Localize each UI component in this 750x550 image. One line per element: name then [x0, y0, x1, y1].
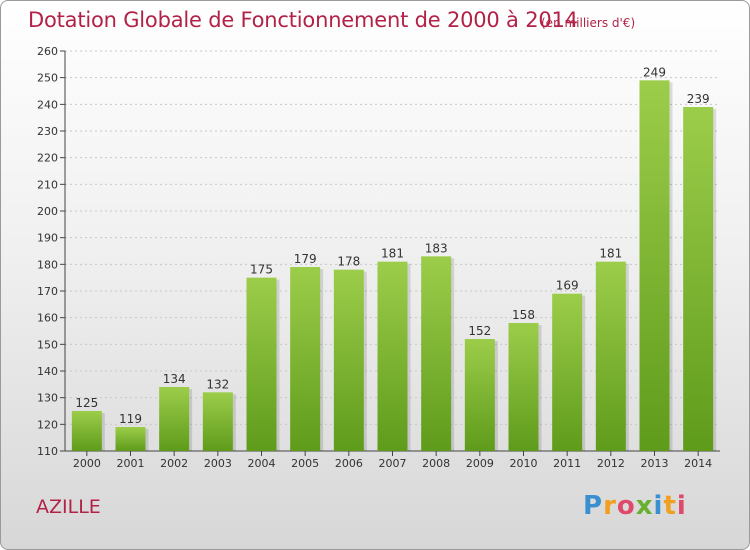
bar-value-label: 125: [75, 396, 98, 410]
x-tick-label: 2011: [553, 457, 581, 470]
chart-subtitle: (en milliers d'€): [541, 16, 636, 30]
x-tick-label: 2002: [160, 457, 188, 470]
y-tick-label: 190: [37, 232, 58, 245]
x-tick-label: 2003: [204, 457, 232, 470]
y-tick-label: 240: [37, 98, 58, 111]
x-tick-label: 2009: [466, 457, 494, 470]
chart-title: Dotation Globale de Fonctionnement de 20…: [28, 8, 578, 32]
y-tick-label: 220: [37, 152, 58, 165]
bar-value-label: 249: [643, 65, 666, 79]
bar-value-label: 152: [468, 324, 491, 338]
bar: [202, 392, 233, 451]
y-tick-label: 160: [37, 312, 58, 325]
x-tick-label: 2001: [117, 457, 145, 470]
x-tick-label: 2000: [73, 457, 101, 470]
bar-value-label: 132: [206, 377, 229, 391]
x-tick-label: 2006: [335, 457, 363, 470]
bar: [552, 293, 583, 451]
bar-value-label: 169: [556, 279, 579, 293]
bar: [290, 267, 321, 451]
bar-value-label: 119: [119, 412, 142, 426]
bar-value-label: 183: [425, 241, 448, 255]
bar: [115, 427, 146, 451]
logo-letter: P: [583, 491, 604, 521]
labels: 125 2000 119 2001 134 2002 132 2003 175 2004 179 20…: [73, 65, 712, 470]
bar: [159, 387, 190, 451]
x-tick-label: 2014: [684, 457, 712, 470]
y-tick-label: 250: [37, 72, 58, 85]
y-tick-label: 180: [37, 258, 58, 271]
bar-value-label: 134: [163, 372, 186, 386]
y-tick-label: 120: [37, 418, 58, 431]
y-tick-label: 230: [37, 125, 58, 138]
axes: 110 120 130 140 150 160 170 180 190 200 210 220 230 2…: [37, 45, 720, 458]
bar: [333, 269, 364, 451]
bar: [464, 339, 495, 451]
bar: [639, 80, 670, 451]
bar: [421, 256, 452, 451]
logo-letter: t: [663, 491, 677, 521]
bar: [595, 261, 626, 451]
y-tick-label: 210: [37, 178, 58, 191]
y-tick-label: 150: [37, 338, 58, 351]
y-tick-label: 110: [37, 445, 58, 458]
x-tick-label: 2010: [510, 457, 538, 470]
bar-value-label: 181: [381, 247, 404, 261]
bar-value-label: 179: [294, 252, 317, 266]
bar: [377, 261, 408, 451]
bar: [246, 277, 277, 451]
x-tick-label: 2012: [597, 457, 625, 470]
x-tick-label: 2004: [248, 457, 276, 470]
y-tick-label: 260: [37, 45, 58, 58]
commune-name: AZILLE: [36, 496, 101, 518]
bar-value-label: 181: [599, 247, 622, 261]
x-tick-label: 2013: [641, 457, 669, 470]
y-tick-label: 200: [37, 205, 58, 218]
bar-value-label: 158: [512, 308, 535, 322]
bar: [683, 107, 714, 451]
y-tick-label: 170: [37, 285, 58, 298]
y-tick-label: 130: [37, 392, 58, 405]
bars: [71, 80, 717, 451]
bar-value-label: 175: [250, 263, 273, 277]
logo-letter: r: [603, 491, 617, 521]
logo-letter: o: [616, 491, 636, 521]
bar: [508, 323, 539, 451]
x-tick-label: 2007: [379, 457, 407, 470]
proxiti-logo[interactable]: Proxiti: [583, 491, 687, 521]
bar-value-label: 178: [337, 255, 360, 269]
bar-value-label: 239: [687, 92, 710, 106]
logo-letter: i: [676, 491, 687, 521]
bar: [71, 411, 102, 451]
logo-letter: i: [653, 491, 664, 521]
x-tick-label: 2008: [422, 457, 450, 470]
x-tick-label: 2005: [291, 457, 319, 470]
logo-letter: x: [635, 491, 654, 521]
y-tick-label: 140: [37, 365, 58, 378]
